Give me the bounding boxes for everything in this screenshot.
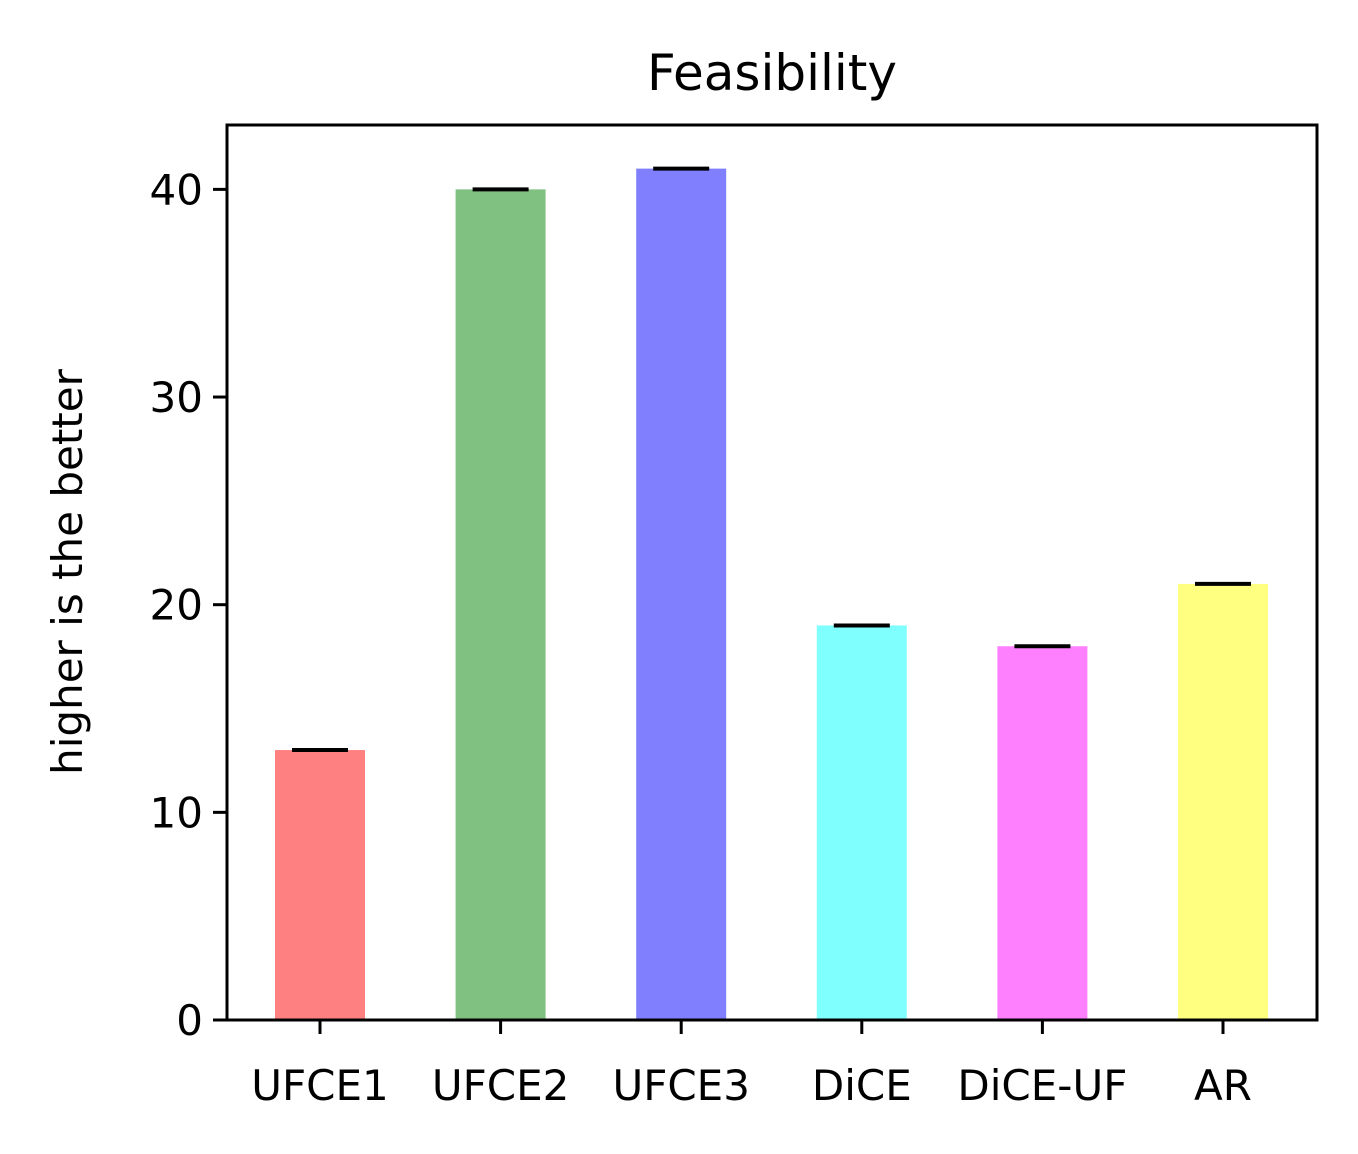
- y-tick-label: 10: [150, 788, 203, 837]
- y-axis: 0 10 20 30 40: [150, 165, 227, 1045]
- error-bars-layer: [292, 166, 1251, 753]
- x-tick-label: UFCE2: [432, 1061, 569, 1110]
- y-tick-label: 30: [150, 373, 203, 422]
- plot-frame: [225, 123, 1319, 1022]
- bar-ufce2: [455, 189, 546, 1021]
- x-tick-label: DiCE: [812, 1061, 912, 1110]
- y-axis-label: higher is the better: [43, 368, 92, 774]
- x-tick-label: DiCE-UF: [957, 1061, 1127, 1110]
- chart-title: Feasibility: [647, 44, 897, 102]
- y-tick-label: 20: [150, 581, 203, 630]
- x-tick-label: UFCE3: [612, 1061, 749, 1110]
- x-tick-label: UFCE1: [251, 1061, 388, 1110]
- bar-dice: [816, 625, 907, 1020]
- y-tick-label: 0: [176, 996, 203, 1045]
- bar-ar: [1178, 583, 1268, 1020]
- y-tick-label: 40: [150, 165, 203, 214]
- bar-ufce1: [275, 750, 365, 1020]
- bar-dice-uf: [997, 646, 1088, 1020]
- x-axis: UFCE1 UFCE2 UFCE3 DiCE DiCE-UF AR: [251, 1020, 1252, 1110]
- bar-ufce3: [636, 168, 727, 1020]
- bars-layer: [275, 168, 1268, 1021]
- x-tick-label: AR: [1194, 1061, 1252, 1110]
